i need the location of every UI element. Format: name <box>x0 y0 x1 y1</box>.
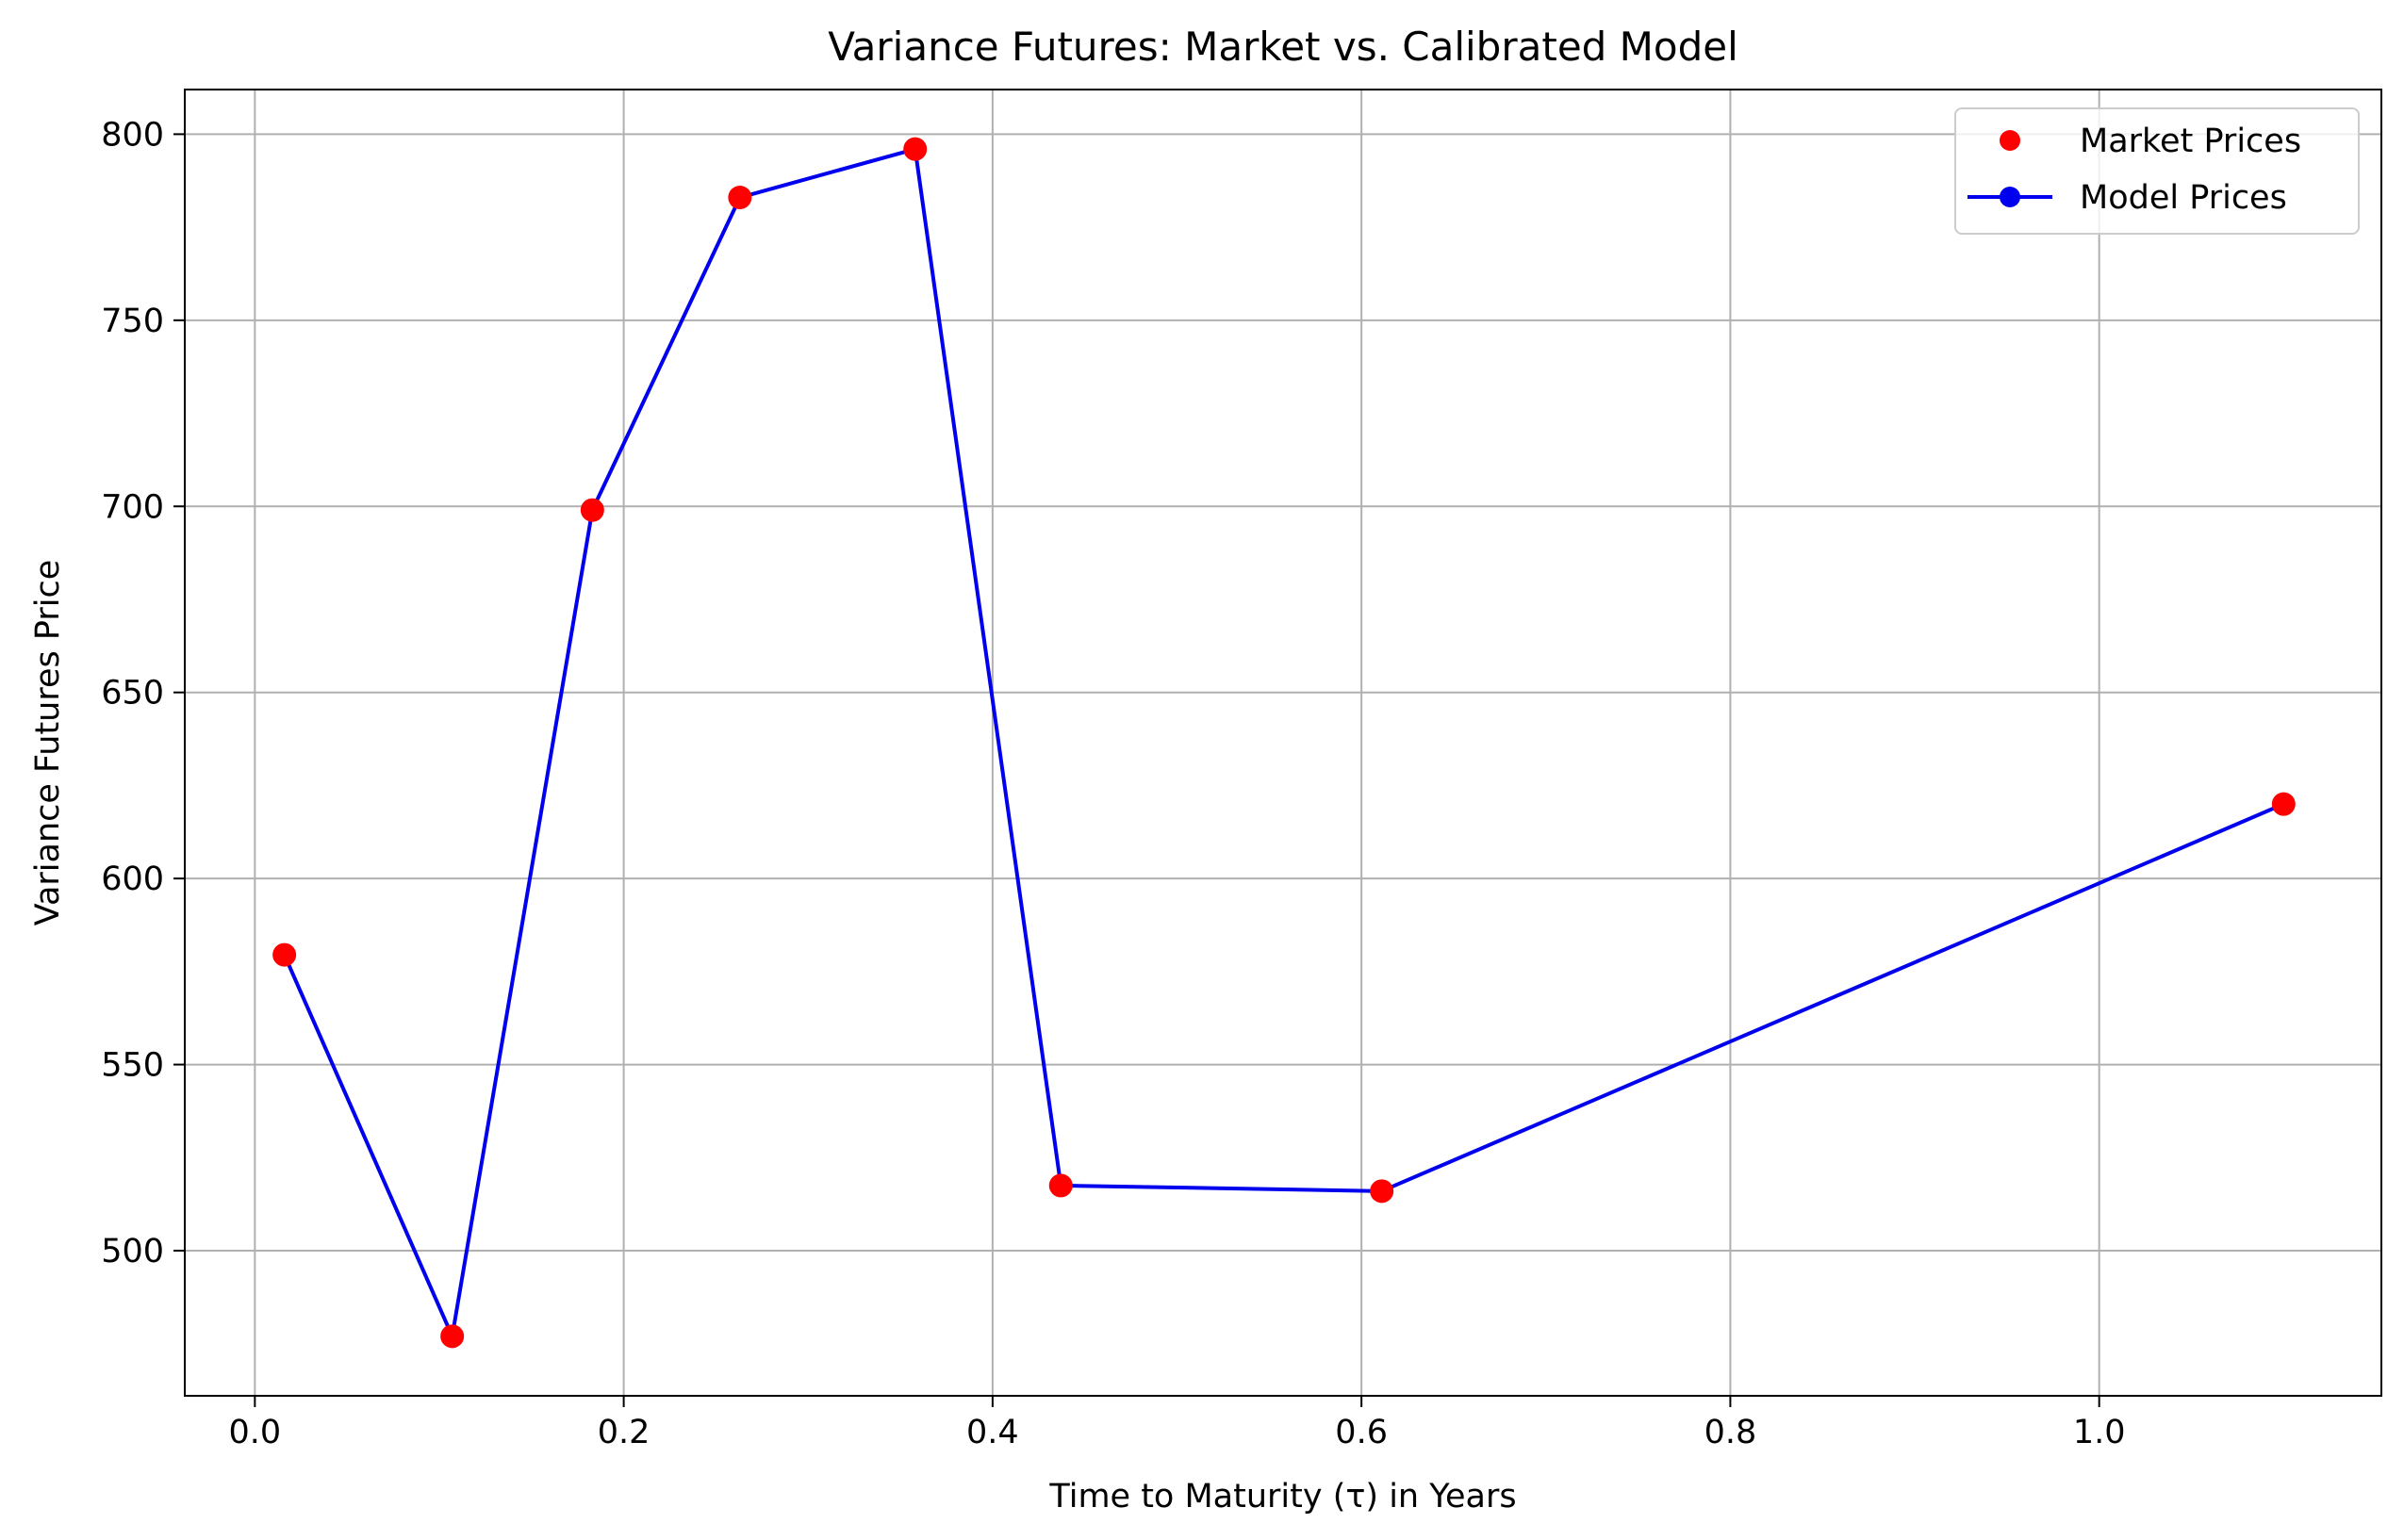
y-tick-label: 600 <box>101 860 164 898</box>
y-axis-label: Variance Futures Price <box>29 560 67 926</box>
x-tick-label: 0.6 <box>1335 1414 1388 1451</box>
x-tick-label: 0.2 <box>598 1414 650 1451</box>
model-prices-line <box>282 147 2285 1338</box>
grid <box>185 90 2381 1396</box>
legend-market-marker <box>2000 130 2020 151</box>
legend-box <box>1954 107 2360 235</box>
y-tick-label: 550 <box>101 1047 164 1085</box>
x-axis-label: Time to Maturity (τ) in Years <box>1048 1478 1516 1515</box>
market-price-point <box>440 1324 465 1349</box>
legend: Market Prices Model Prices <box>1954 107 2360 235</box>
x-tick-label: 0.8 <box>1704 1414 1757 1451</box>
chart-title: Variance Futures: Market vs. Calibrated … <box>828 24 1738 70</box>
market-price-point <box>580 498 604 522</box>
x-tick-label: 0.4 <box>966 1414 1019 1451</box>
ticks: 0.0 0.2 0.4 0.6 0.8 1.0 500 550 600 650 700 750 800 <box>101 116 2125 1451</box>
market-price-point <box>903 137 928 161</box>
market-price-point <box>2271 792 2296 816</box>
legend-label-model: Model Prices <box>2080 179 2287 217</box>
market-price-point <box>1048 1173 1073 1198</box>
series-layer <box>272 137 2296 1349</box>
y-tick-label: 650 <box>101 675 164 713</box>
market-price-point <box>728 186 752 210</box>
y-tick-label: 700 <box>101 488 164 526</box>
y-tick-label: 500 <box>101 1233 164 1270</box>
legend-label-market: Market Prices <box>2080 123 2301 160</box>
market-price-point <box>272 942 297 967</box>
y-tick-label: 750 <box>101 303 164 340</box>
x-tick-label: 0.0 <box>229 1414 282 1451</box>
legend-model-marker <box>2000 187 2020 207</box>
market-price-point <box>1370 1179 1394 1204</box>
plot-frame <box>184 89 2382 1397</box>
x-tick-label: 1.0 <box>2073 1414 2126 1451</box>
y-tick-label: 800 <box>101 116 164 154</box>
